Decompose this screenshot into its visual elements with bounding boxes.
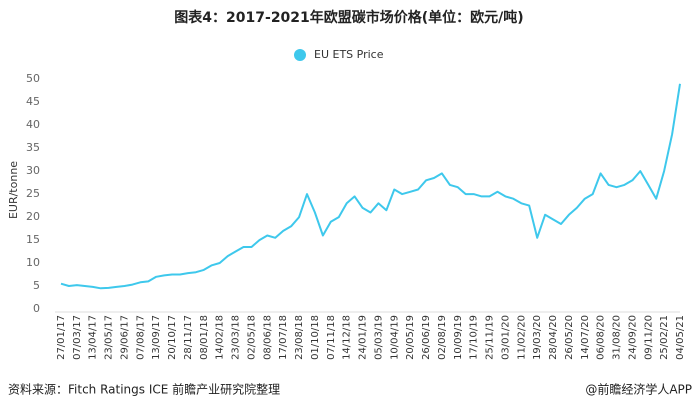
x-tick-label: 17/10/19: [469, 315, 480, 360]
y-tick-label: 15: [26, 233, 40, 246]
x-tick-label: 11/02/20: [516, 315, 527, 360]
x-tick-label: 14/12/18: [342, 315, 353, 360]
y-tick-label: 45: [26, 95, 40, 108]
series-line: [60, 83, 681, 290]
x-tick-label: 14/07/20: [580, 315, 591, 360]
y-tick-label: 40: [26, 118, 40, 131]
source: 资料来源：Fitch Ratings ICE 前瞻产业研究院整理: [8, 382, 280, 397]
x-tick-label: 26/05/20: [564, 315, 575, 360]
x-tick-label: 17/07/18: [278, 315, 289, 360]
x-tick-label: 13/09/17: [151, 315, 162, 360]
x-tick-label: 28/04/20: [548, 315, 559, 360]
x-tick-label: 24/01/19: [358, 315, 369, 360]
x-tick-label: 24/09/20: [627, 315, 638, 360]
x-tick-label: 20/10/17: [167, 315, 178, 360]
y-tick-label: 20: [26, 210, 40, 223]
x-tick-label: 27/01/17: [56, 315, 67, 360]
x-tick-label: 31/08/20: [612, 315, 623, 360]
x-tick-label: 07/11/18: [326, 315, 337, 360]
x-tick-label: 01/10/18: [310, 315, 321, 360]
x-tick-label: 05/03/19: [373, 315, 384, 360]
y-tick-label: 10: [26, 256, 40, 269]
chart-title: 图表4：2017-2021年欧盟碳市场价格(单位：欧元/吨): [174, 9, 523, 26]
x-tick-label: 03/01/20: [500, 315, 511, 360]
x-tick-label: 02/08/19: [437, 315, 448, 360]
x-tick-label: 26/06/19: [421, 315, 432, 360]
x-tick-label: 25/11/19: [485, 315, 496, 360]
x-tick-label: 09/11/20: [643, 315, 654, 360]
y-tick-label: 0: [33, 302, 40, 315]
y-axis-label: EUR/tonne: [7, 161, 20, 219]
x-tick-label: 29/06/17: [119, 315, 130, 360]
x-tick-label: 10/04/19: [389, 315, 400, 360]
y-tick-label: 25: [26, 187, 40, 200]
y-tick-label: 50: [26, 72, 40, 85]
x-tick-label: 20/05/19: [405, 315, 416, 360]
x-tick-label: 04/05/21: [675, 315, 686, 360]
x-tick-label: 23/05/17: [104, 315, 115, 360]
x-tick-label: 06/08/20: [596, 315, 607, 360]
y-tick-label: 35: [26, 141, 40, 154]
x-tick-label: 08/01/18: [199, 315, 210, 360]
x-tick-label: 13/04/17: [88, 315, 99, 360]
x-tick-label: 02/05/18: [246, 315, 257, 360]
x-tick-label: 07/08/17: [135, 315, 146, 360]
legend-label: EU ETS Price: [314, 48, 384, 61]
x-tick-label: 23/03/18: [231, 315, 242, 360]
credit: @前瞻经济学人APP: [585, 382, 692, 397]
x-tick-label: 10/09/19: [453, 315, 464, 360]
x-tick-label: 08/06/18: [262, 315, 273, 360]
y-tick-label: 30: [26, 164, 40, 177]
x-tick-label: 19/03/20: [532, 315, 543, 360]
x-tick-label: 07/03/17: [72, 315, 83, 360]
x-tick-label: 25/02/21: [659, 315, 670, 360]
x-tick-label: 28/11/17: [183, 315, 194, 360]
x-tick-label: 23/08/18: [294, 315, 305, 360]
x-tick-label: 14/02/18: [215, 315, 226, 360]
y-tick-label: 5: [33, 279, 40, 292]
legend-swatch: [294, 49, 306, 61]
